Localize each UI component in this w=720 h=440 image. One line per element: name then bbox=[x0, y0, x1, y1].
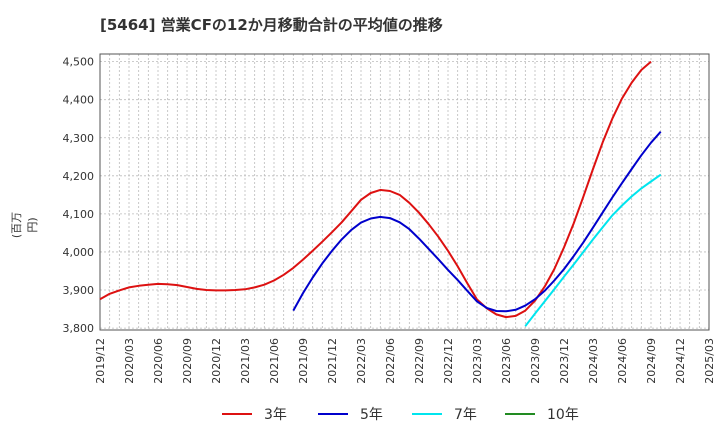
legend-label: 5年 bbox=[360, 407, 383, 423]
x-tick-label: 2023/12 bbox=[558, 338, 571, 384]
x-tick-label: 2022/12 bbox=[442, 338, 455, 384]
legend-label: 3年 bbox=[264, 407, 287, 423]
y-tick-label: 4,500 bbox=[63, 56, 95, 69]
y-tick-label: 4,200 bbox=[63, 170, 95, 183]
x-tick-label: 2020/03 bbox=[123, 338, 136, 384]
y-tick-label: 4,400 bbox=[63, 94, 95, 107]
x-tick-label: 2024/03 bbox=[587, 338, 600, 384]
x-tick-label: 2021/12 bbox=[326, 338, 339, 384]
x-tick-label: 2024/12 bbox=[674, 338, 687, 384]
plot-frame bbox=[99, 53, 710, 331]
x-tick-label: 2025/03 bbox=[703, 338, 716, 384]
x-tick-label: 2021/06 bbox=[268, 338, 281, 384]
x-tick-label: 2023/06 bbox=[500, 338, 513, 384]
series-line bbox=[524, 173, 662, 327]
x-tick-label: 2021/09 bbox=[297, 338, 310, 384]
x-tick-label: 2022/03 bbox=[355, 338, 368, 384]
y-tick-label: 4,300 bbox=[63, 132, 95, 145]
chart-title: [5464] 営業CFの12か月移動合計の平均値の推移 bbox=[100, 16, 443, 34]
legend-label: 10年 bbox=[547, 407, 579, 423]
x-tick-label: 2023/09 bbox=[529, 338, 542, 384]
y-tick-label: 4,100 bbox=[63, 208, 95, 221]
x-tick-label: 2022/09 bbox=[413, 338, 426, 384]
series-line bbox=[292, 131, 662, 313]
series-line bbox=[99, 60, 652, 319]
y-tick-label: 3,900 bbox=[63, 284, 95, 297]
x-tick-label: 2020/12 bbox=[210, 338, 223, 384]
x-tick-label: 2024/06 bbox=[616, 338, 629, 384]
x-tick-label: 2021/03 bbox=[239, 338, 252, 384]
x-tick-label: 2020/09 bbox=[181, 338, 194, 384]
x-tick-label: 2020/06 bbox=[152, 338, 165, 384]
x-tick-label: 2019/12 bbox=[94, 338, 107, 384]
y-tick-label: 4,000 bbox=[63, 246, 95, 259]
x-tick-label: 2024/09 bbox=[645, 338, 658, 384]
legend-label: 7年 bbox=[454, 407, 477, 423]
x-tick-label: 2022/06 bbox=[384, 338, 397, 384]
y-tick-label: 3,800 bbox=[63, 322, 95, 335]
x-tick-label: 2023/03 bbox=[471, 338, 484, 384]
